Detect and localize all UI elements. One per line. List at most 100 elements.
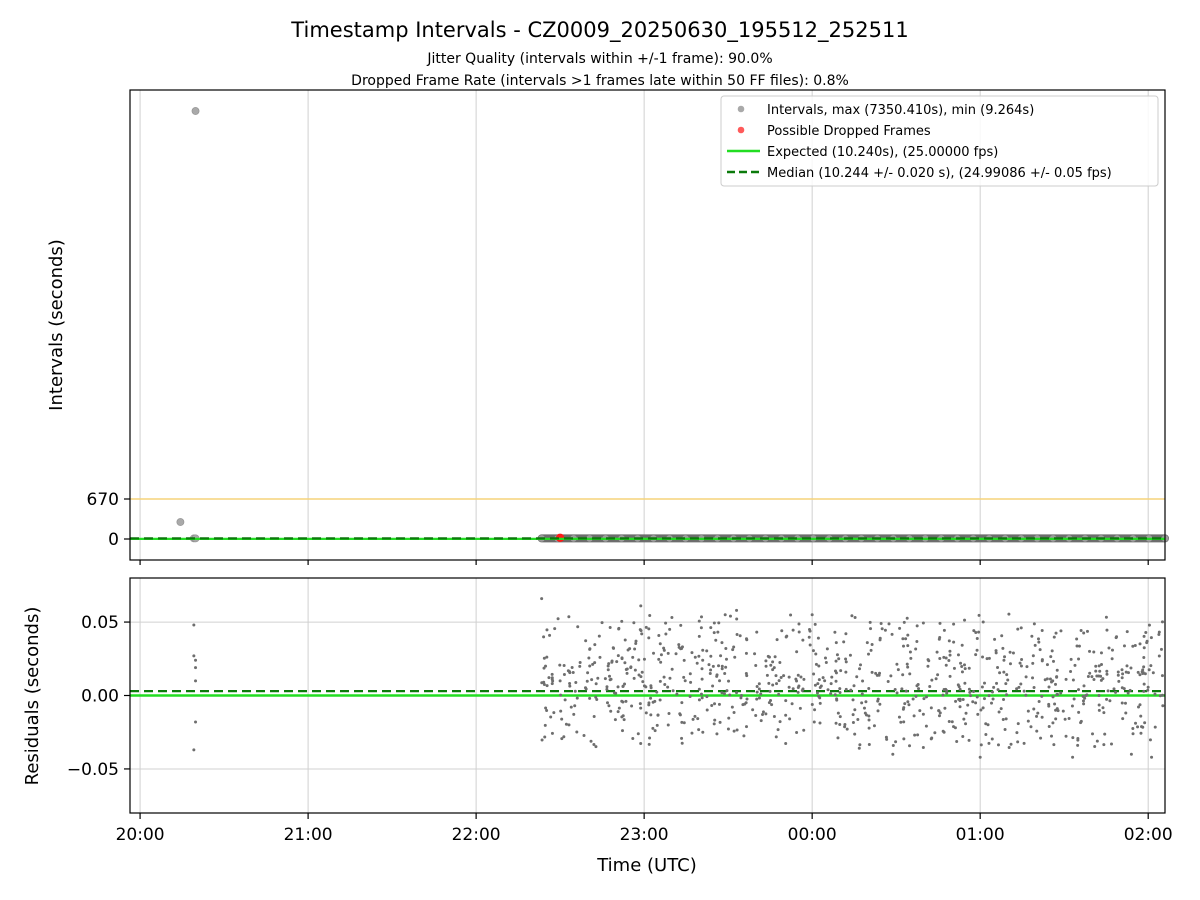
residual-point xyxy=(1007,746,1011,750)
top-plot-frame xyxy=(129,89,1166,561)
residual-point xyxy=(767,681,771,685)
legend-label-intervals: Intervals, max (7350.410s), min (9.264s) xyxy=(767,103,1034,118)
residual-point xyxy=(720,664,724,668)
residual-point xyxy=(1067,716,1071,720)
residual-point xyxy=(708,672,712,676)
residual-point xyxy=(614,691,618,695)
residual-point xyxy=(791,628,795,632)
residual-point xyxy=(855,675,859,679)
residual-point xyxy=(1018,661,1022,665)
residual-point xyxy=(823,679,827,683)
residual-point xyxy=(735,633,739,637)
residual-point xyxy=(764,659,768,663)
residual-point xyxy=(874,671,878,675)
residual-point xyxy=(744,725,748,729)
residual-point xyxy=(567,723,571,727)
residual-point xyxy=(834,671,838,675)
residual-point xyxy=(844,660,848,664)
residual-point xyxy=(867,726,871,730)
residual-point xyxy=(689,680,693,684)
residual-point xyxy=(908,744,912,748)
residual-point xyxy=(1069,670,1073,674)
residual-point xyxy=(657,657,661,661)
residual-point xyxy=(1075,644,1079,648)
residual-point xyxy=(961,697,965,701)
residual-point xyxy=(668,676,672,680)
residual-point xyxy=(818,686,822,690)
chart-title: Timestamp Intervals - CZ0009_20250630_19… xyxy=(290,18,908,43)
residual-point xyxy=(825,647,829,651)
residual-point xyxy=(991,697,995,701)
residual-points xyxy=(192,597,1165,759)
residual-point xyxy=(893,687,897,691)
residual-point xyxy=(1085,693,1089,697)
residual-point xyxy=(575,730,579,734)
residual-point xyxy=(1040,694,1044,698)
residual-point xyxy=(1105,672,1109,676)
residual-point xyxy=(544,706,548,710)
residual-point xyxy=(784,742,788,746)
residual-point xyxy=(862,706,866,710)
residual-point xyxy=(638,702,642,706)
residual-point xyxy=(1116,670,1120,674)
legend-marker-dropped xyxy=(737,126,745,134)
residual-point xyxy=(867,687,871,691)
residual-point xyxy=(769,698,773,702)
residual-point xyxy=(1142,689,1146,693)
residual-point xyxy=(848,653,852,657)
residual-point xyxy=(984,733,988,737)
residual-point xyxy=(633,668,637,672)
residual-point xyxy=(1077,710,1081,714)
residual-point xyxy=(937,709,941,713)
residual-point xyxy=(1035,729,1039,733)
residual-point xyxy=(574,680,578,684)
residual-point xyxy=(1159,647,1163,651)
residual-point xyxy=(1051,695,1055,699)
residual-point xyxy=(818,701,822,705)
residual-point xyxy=(700,667,704,671)
residual-point xyxy=(701,648,705,652)
bottom-ytick-label-0: 0.05 xyxy=(81,613,119,633)
residual-point xyxy=(814,662,818,666)
residual-point xyxy=(784,713,788,717)
residual-point xyxy=(697,619,701,623)
residual-point xyxy=(697,728,701,732)
bottom-xtick-label-0: 20:00 xyxy=(116,825,165,845)
residual-point xyxy=(948,674,952,678)
residual-point xyxy=(656,713,660,717)
residual-point xyxy=(1055,693,1059,697)
residual-point xyxy=(979,743,983,747)
residual-point xyxy=(899,720,903,724)
residual-point xyxy=(823,656,827,660)
residual-point xyxy=(816,636,820,640)
residual-point xyxy=(890,632,894,636)
residual-point xyxy=(718,679,722,683)
residual-point xyxy=(652,651,656,655)
residual-point xyxy=(1148,738,1152,742)
residual-point xyxy=(1097,674,1101,678)
residual-point xyxy=(697,654,701,658)
residual-point xyxy=(712,631,716,635)
residual-point xyxy=(1029,725,1033,729)
residual-point xyxy=(1122,644,1126,648)
residual-point xyxy=(609,709,613,713)
residual-point xyxy=(966,703,970,707)
residual-point xyxy=(963,618,967,622)
residual-point xyxy=(813,622,817,626)
residual-point xyxy=(623,661,627,665)
residual-point xyxy=(1048,677,1052,681)
residual-point xyxy=(922,697,926,701)
residual-point xyxy=(934,677,938,681)
residual-point xyxy=(990,701,994,705)
residual-point xyxy=(802,677,806,681)
residual-point xyxy=(1139,731,1143,735)
residual-point xyxy=(994,651,998,655)
residual-point xyxy=(1032,622,1036,626)
residual-point xyxy=(974,631,978,635)
residual-point xyxy=(878,638,882,642)
residual-point xyxy=(795,731,799,735)
residual-point xyxy=(1092,677,1096,681)
residual-point xyxy=(898,626,902,630)
top-interval-points xyxy=(130,107,1169,543)
residual-point xyxy=(958,705,962,709)
